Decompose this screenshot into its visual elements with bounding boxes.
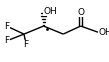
Text: OH: OH	[44, 7, 57, 16]
Text: O: O	[77, 8, 84, 17]
Text: F: F	[4, 22, 9, 31]
Text: F: F	[4, 36, 9, 45]
Text: F: F	[24, 40, 29, 49]
Text: OH: OH	[98, 28, 109, 37]
